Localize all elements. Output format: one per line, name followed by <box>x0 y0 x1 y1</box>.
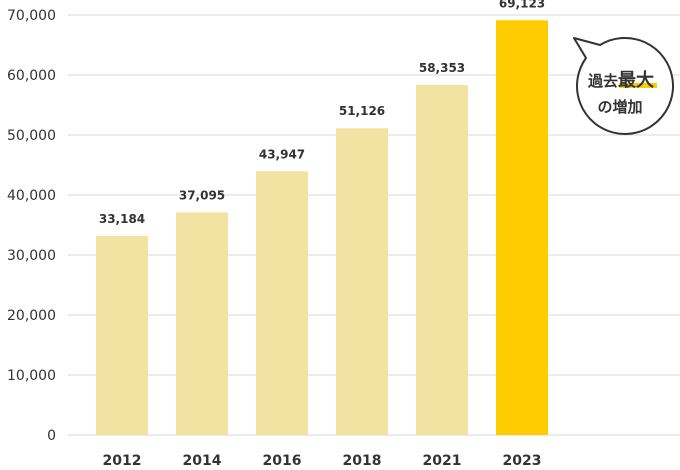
bubble-line2: の増加 <box>597 98 642 116</box>
bubble-line1: 過去最大 <box>587 69 654 91</box>
data-label-2023: 69,123 <box>499 0 545 10</box>
x-axis-ticks: 2012 2014 2016 2018 2021 2023 <box>103 453 542 469</box>
y-tick-label: 0 <box>47 428 56 444</box>
y-tick-label: 30,000 <box>7 248 56 264</box>
bar-2018 <box>336 128 388 435</box>
bubble-line1-prefix: 過去 <box>587 72 618 90</box>
bar-2016 <box>256 171 308 435</box>
data-labels: 33,184 37,095 43,947 51,126 58,353 69,123 <box>99 0 545 226</box>
data-label-2016: 43,947 <box>259 147 305 161</box>
x-tick-label-2016: 2016 <box>263 453 302 469</box>
x-tick-label-2018: 2018 <box>343 453 382 469</box>
data-label-2021: 58,353 <box>419 61 465 75</box>
emphasis-underline <box>619 83 657 88</box>
bar-2012 <box>96 235 148 435</box>
x-tick-label-2012: 2012 <box>103 453 142 469</box>
bar-2014 <box>176 212 228 435</box>
y-tick-label: 20,000 <box>7 308 56 324</box>
y-tick-label: 70,000 <box>7 8 56 24</box>
bubble-line1-emphasis: 最大 <box>618 69 654 91</box>
data-label-2018: 51,126 <box>339 104 385 118</box>
x-tick-label-2021: 2021 <box>423 453 462 469</box>
y-tick-label: 60,000 <box>7 68 56 84</box>
y-tick-label: 10,000 <box>7 368 56 384</box>
x-tick-label-2014: 2014 <box>183 453 222 469</box>
data-label-2014: 37,095 <box>179 188 225 202</box>
y-axis-ticks: 0 10,000 20,000 30,000 40,000 50,000 60,000 70,… <box>7 8 56 444</box>
y-tick-label: 50,000 <box>7 128 56 144</box>
bar-2023 <box>496 20 548 436</box>
bar-2021 <box>416 84 468 435</box>
data-label-2012: 33,184 <box>99 212 145 226</box>
annotation-bubble: 過去最大 の増加 <box>573 37 674 135</box>
x-tick-label-2023: 2023 <box>503 453 542 469</box>
bars <box>96 20 548 436</box>
y-tick-label: 40,000 <box>7 188 56 204</box>
